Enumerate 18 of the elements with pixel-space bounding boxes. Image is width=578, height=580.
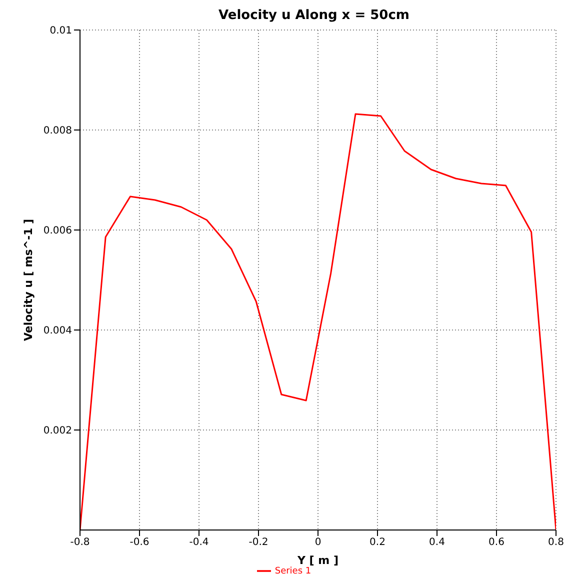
y-tick-label: 0.006 — [43, 226, 72, 237]
y-tick-label: 0.004 — [43, 326, 72, 337]
y-tick-label: 0.002 — [43, 426, 72, 437]
y-axis-title: Velocity u [ ms^-1 ] — [22, 218, 35, 342]
x-tick-label: 0 — [314, 537, 322, 548]
y-tick-label: 0.008 — [43, 126, 72, 137]
x-tick-label: -0.8 — [70, 537, 90, 548]
y-tick-label: 0.01 — [50, 26, 72, 37]
x-tick-label: 0.4 — [429, 537, 445, 548]
x-tick-label: -0.4 — [189, 537, 209, 548]
x-tick-label: 0.8 — [548, 537, 564, 548]
x-tick-label: 0.2 — [370, 537, 386, 548]
legend-label: Series 1 — [274, 566, 312, 576]
chart-title: Velocity u Along x = 50cm — [218, 8, 410, 25]
x-axis-title: Y [ m ] — [296, 554, 338, 567]
x-tick-label: -0.2 — [248, 537, 268, 548]
x-tick-label: -0.6 — [130, 537, 150, 548]
x-tick-label: 0.6 — [488, 537, 504, 548]
